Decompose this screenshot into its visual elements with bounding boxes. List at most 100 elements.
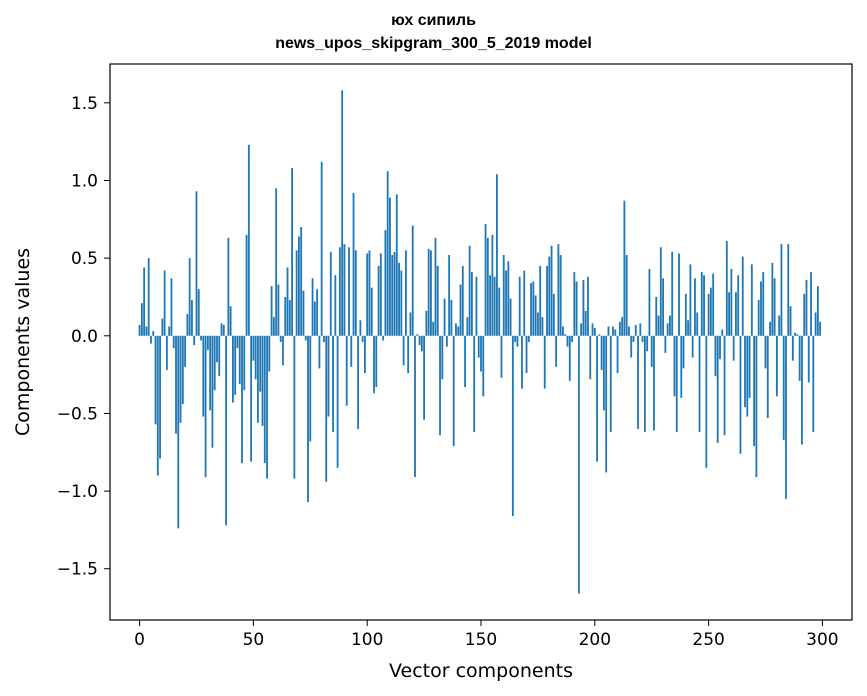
bar [325, 335, 328, 482]
x-tick-label: 150 [465, 630, 497, 650]
bar [500, 335, 503, 378]
bar [730, 269, 733, 336]
bar [389, 197, 391, 336]
bar [475, 276, 478, 336]
bar [425, 310, 428, 336]
bar [691, 335, 694, 358]
chart-subtitle: news_upos_skipgram_300_5_2019 model [275, 35, 592, 52]
bar [404, 250, 407, 336]
bar [361, 335, 364, 342]
bar [200, 335, 202, 341]
bar [511, 335, 514, 516]
bar [343, 244, 346, 336]
bar [587, 276, 589, 336]
bar [184, 335, 187, 367]
bar [744, 335, 746, 408]
bar [186, 314, 189, 336]
bar [236, 335, 239, 349]
bar [521, 335, 523, 389]
bar [295, 250, 298, 336]
bar [705, 335, 708, 468]
bar [284, 296, 287, 336]
bar [664, 335, 667, 353]
bar [632, 335, 635, 342]
bar [386, 171, 389, 336]
bar [684, 293, 687, 336]
bar [272, 317, 275, 336]
bar [689, 264, 692, 336]
bar [801, 335, 803, 445]
bar [480, 335, 482, 372]
bar [778, 315, 781, 336]
bar [591, 323, 594, 336]
bar [819, 321, 822, 336]
bar [218, 335, 221, 377]
y-tick-label: 1.0 [71, 171, 98, 191]
bar [628, 326, 630, 336]
bar [206, 335, 209, 350]
bar [673, 335, 676, 397]
bar [452, 335, 455, 447]
bar [785, 335, 787, 499]
bar [275, 188, 278, 336]
bar [493, 276, 496, 336]
bar [575, 281, 578, 336]
bar [209, 335, 212, 411]
x-tick-label: 200 [579, 630, 611, 650]
bar [812, 335, 815, 433]
bar [682, 335, 685, 369]
bar [391, 255, 394, 336]
bar [263, 335, 266, 464]
bar [259, 335, 262, 392]
bar [505, 270, 507, 336]
x-tick-label: 250 [692, 630, 724, 650]
bar [669, 315, 671, 336]
bar [810, 272, 812, 336]
bar [464, 335, 466, 388]
bar [382, 335, 385, 341]
bar [753, 335, 756, 447]
bar [694, 278, 696, 336]
plot-frame [109, 63, 853, 621]
bar [320, 161, 323, 336]
bar [666, 323, 669, 336]
bar [370, 287, 373, 336]
bar [562, 326, 564, 336]
bar [703, 275, 705, 336]
bar [204, 335, 207, 478]
bar [780, 244, 783, 336]
bar [816, 286, 819, 336]
bar [657, 315, 660, 336]
bar [373, 335, 375, 394]
bar [516, 335, 519, 347]
bar [411, 225, 414, 336]
bar [261, 335, 264, 426]
bar [439, 335, 441, 436]
bar [441, 335, 444, 380]
bar [364, 335, 366, 374]
bar [605, 335, 608, 473]
bar [254, 335, 257, 380]
bar [334, 275, 337, 336]
bar [659, 247, 662, 336]
bar [225, 335, 227, 526]
bar [523, 270, 526, 336]
bar [623, 200, 626, 336]
bar [313, 301, 316, 336]
bar [409, 312, 412, 336]
y-axis-ticks: −1.5 −1.0 −0.5 0.0 0.5 1.0 1.5 [57, 94, 110, 580]
bar [341, 90, 344, 336]
bar [216, 335, 218, 363]
y-tick-label: 0.0 [71, 327, 98, 347]
bar [573, 272, 576, 336]
bar [803, 293, 806, 336]
bar [477, 335, 480, 358]
bar [782, 335, 785, 440]
bar [156, 335, 159, 476]
bar [159, 335, 161, 459]
bar [270, 286, 273, 336]
bar [177, 335, 180, 529]
bar [250, 335, 253, 462]
bar [457, 326, 460, 336]
bar [489, 275, 492, 336]
